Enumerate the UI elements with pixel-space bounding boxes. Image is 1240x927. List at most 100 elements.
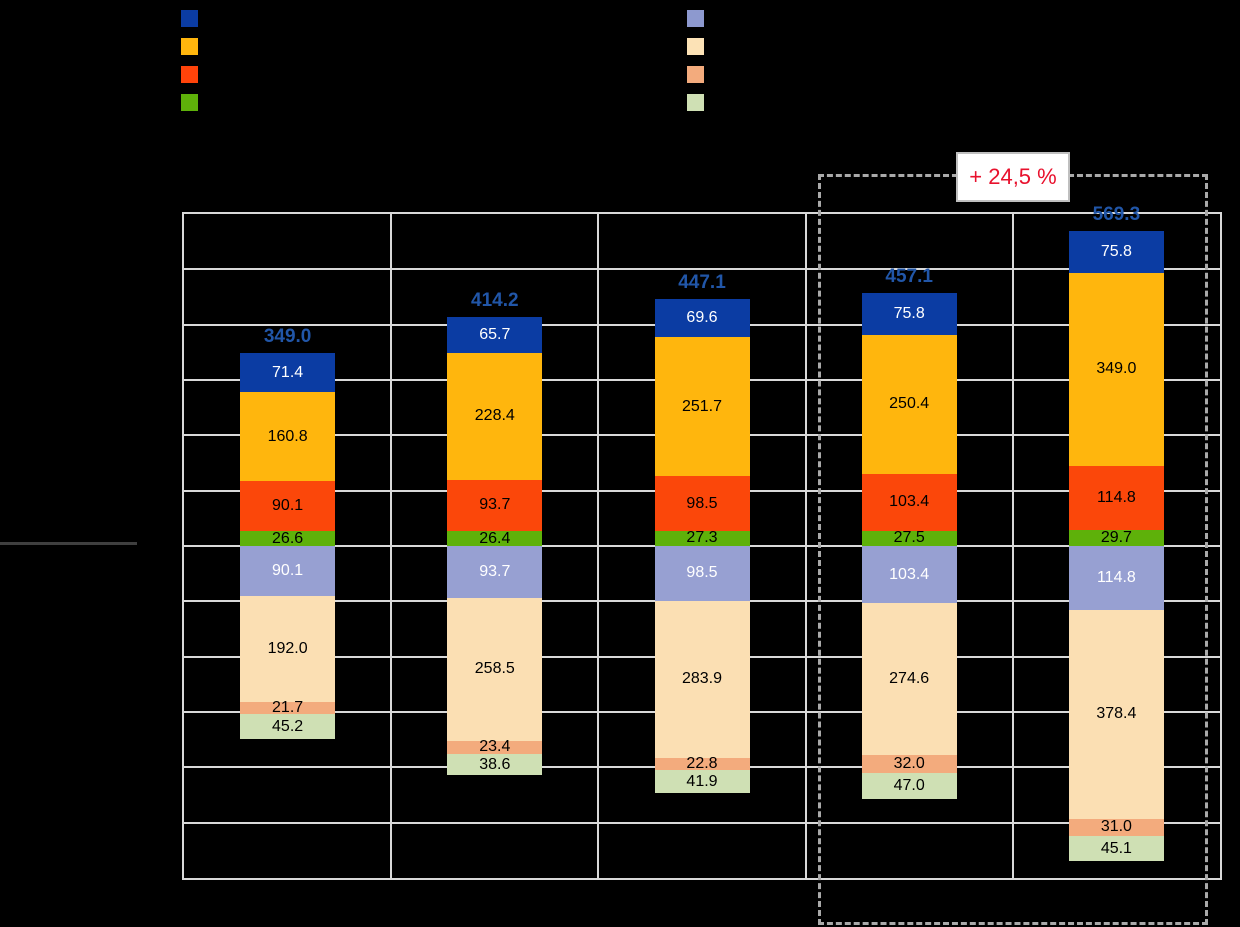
bar-total-label: 569.3: [1092, 204, 1141, 225]
bar-segment-dark-blue: 75.8: [861, 293, 957, 335]
segment-value-label: 75.8: [1100, 242, 1132, 260]
bar-segment-amber: 228.4: [447, 353, 543, 480]
legend-item: [181, 94, 206, 111]
bar-total-label: 447.1: [678, 271, 726, 293]
segment-value-label: 98.5: [686, 564, 718, 582]
gridline-vertical: [1011, 214, 1014, 878]
gridline-horizontal: [184, 268, 1220, 271]
segment-value-label: 378.4: [1096, 705, 1137, 723]
segment-value-label: 228.4: [474, 407, 515, 425]
segment-value-label: 26.6: [272, 529, 304, 547]
segment-value-label: 47.0: [893, 776, 925, 794]
segment-value-label: 26.4: [479, 529, 511, 547]
segment-value-label: 114.8: [1096, 568, 1136, 586]
segment-value-label: 250.4: [889, 395, 930, 413]
legend-item: [687, 66, 712, 83]
segment-value-label: 90.1: [272, 561, 304, 579]
segment-value-label: 349.0: [1096, 360, 1137, 378]
legend-left: [181, 10, 206, 111]
bar-segment-dark-blue: 75.8: [1068, 230, 1164, 273]
bar-segment-orange-red: 90.1: [240, 481, 336, 532]
gridline-horizontal: [184, 821, 1220, 824]
segment-value-label: 251.7: [681, 397, 723, 415]
segment-value-label: 32.0: [893, 755, 925, 772]
bar-segment-light-green: 47.0: [861, 772, 957, 799]
bar-segment-light-salmon: 31.0: [1068, 818, 1164, 837]
segment-value-label: 75.8: [893, 305, 925, 323]
bar-segment-light-salmon: 21.7: [240, 699, 336, 717]
segment-value-label: 21.7: [272, 699, 304, 717]
segment-value-label: 38.6: [479, 755, 511, 773]
bar-segment-amber: 349.0: [1068, 272, 1164, 467]
bar-segment-green: 27.5: [861, 529, 957, 547]
bar-segment-light-green: 45.2: [240, 714, 336, 740]
segment-value-label: 22.8: [686, 754, 718, 772]
gridline-vertical: [390, 214, 393, 878]
bar-total-label: 457.1: [885, 266, 933, 288]
zero-baseline-mark: [0, 542, 137, 545]
segment-value-label: 27.3: [686, 529, 718, 547]
legend-swatch-light-salmon: [687, 66, 704, 83]
legend-right: [687, 10, 712, 111]
segment-value-label: 192.0: [267, 639, 308, 657]
bar-segment-green: 26.4: [447, 529, 543, 547]
bar-segment-light-purple: 103.4: [861, 546, 957, 604]
bar-segment-light-salmon: 23.4: [447, 738, 543, 756]
bar-segment-light-purple: 90.1: [240, 546, 336, 596]
bar-total-label: 349.0: [263, 325, 312, 347]
segment-value-label: 258.5: [474, 660, 515, 678]
bar-segment-amber: 250.4: [861, 335, 957, 474]
bar-segment-orange-red: 114.8: [1068, 466, 1164, 530]
bar-segment-light-purple: 114.8: [1068, 546, 1164, 610]
segment-value-label: 45.1: [1100, 839, 1132, 857]
bar-total-label: 414.2: [471, 289, 519, 311]
legend-swatch-orange-red: [181, 66, 198, 83]
segment-value-label: 274.6: [889, 670, 930, 688]
segment-value-label: 71.4: [272, 363, 304, 381]
segment-value-label: 90.1: [272, 497, 304, 515]
gridline-vertical: [804, 214, 807, 878]
legend-item: [687, 10, 712, 27]
bar-segment-light-green: 38.6: [447, 753, 543, 776]
bar-segment-dark-blue: 65.7: [447, 316, 543, 354]
bar-segment-light-peach: 258.5: [447, 597, 543, 741]
legend-item: [181, 38, 206, 55]
legend-swatch-green: [181, 94, 198, 111]
segment-value-label: 41.9: [686, 772, 718, 790]
legend-swatch-amber: [181, 38, 198, 55]
bar-segment-orange-red: 98.5: [654, 476, 750, 531]
legend-item: [687, 38, 712, 55]
bar-segment-light-green: 41.9: [654, 770, 750, 794]
segment-value-label: 23.4: [479, 738, 511, 756]
bar-segment-light-salmon: 22.8: [654, 754, 750, 772]
segment-value-label: 103.4: [889, 565, 930, 583]
bar-segment-light-purple: 98.5: [654, 546, 750, 601]
segment-value-label: 103.4: [889, 493, 930, 511]
segment-value-label: 27.5: [893, 529, 925, 547]
legend-item: [181, 66, 206, 83]
bar-segment-amber: 160.8: [240, 392, 336, 482]
bar-segment-light-green: 45.1: [1068, 836, 1164, 861]
bar-segment-light-salmon: 32.0: [861, 755, 957, 773]
legend-swatch-light-peach: [687, 38, 704, 55]
bar-segment-orange-red: 103.4: [861, 473, 957, 531]
legend-item: [687, 94, 712, 111]
segment-value-label: 65.7: [479, 325, 511, 343]
bar-segment-amber: 251.7: [654, 337, 750, 477]
segment-value-label: 69.6: [686, 308, 718, 326]
bar-segment-light-peach: 283.9: [654, 600, 750, 758]
bar-segment-orange-red: 93.7: [447, 479, 543, 532]
legend-swatch-light-green: [687, 94, 704, 111]
segment-value-label: 93.7: [479, 562, 511, 580]
legend-swatch-light-purple: [687, 10, 704, 27]
legend-swatch-dark-blue: [181, 10, 198, 27]
segment-value-label: 93.7: [479, 496, 511, 514]
segment-value-label: 114.8: [1096, 488, 1136, 506]
segment-value-label: 98.5: [686, 494, 718, 512]
bar-segment-light-peach: 274.6: [861, 603, 957, 756]
bar-segment-green: 29.7: [1068, 529, 1164, 546]
segment-value-label: 31.0: [1100, 818, 1132, 836]
bar-segment-light-peach: 378.4: [1068, 609, 1164, 819]
bar-segment-green: 26.6: [240, 529, 336, 547]
